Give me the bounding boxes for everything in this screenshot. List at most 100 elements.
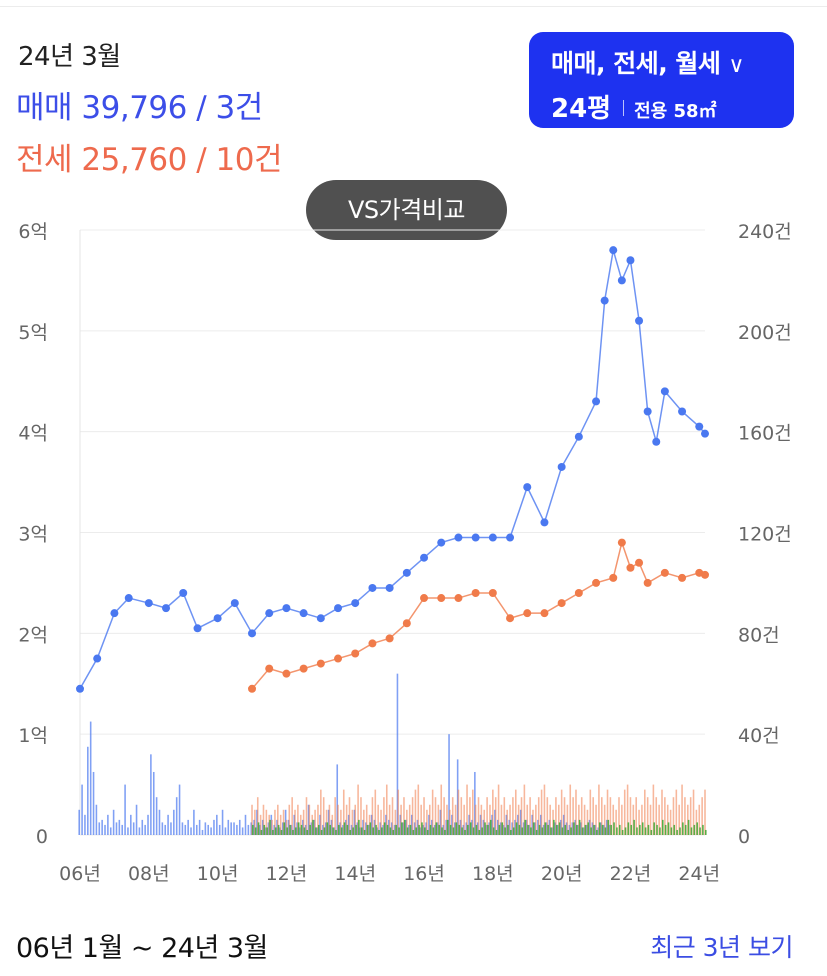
volume-bar (238, 819, 241, 835)
volume-bar (336, 764, 339, 835)
volume-bar (254, 827, 257, 835)
price-point (437, 594, 446, 603)
volume-bar (547, 824, 549, 835)
volume-bar (138, 827, 141, 835)
price-line (79, 249, 706, 690)
price-point (248, 684, 257, 693)
volume-bar (130, 814, 132, 835)
volume-bar (332, 827, 334, 835)
price-point (420, 594, 429, 603)
y-right-tick-label: 80건 (738, 624, 780, 646)
volume-bar (360, 827, 363, 835)
volume-bar (107, 814, 109, 835)
price-point (701, 570, 709, 579)
volume-bar (365, 804, 368, 835)
price-point (454, 533, 463, 542)
volume-bar (89, 721, 92, 835)
price-point (230, 599, 239, 608)
volume-bar (184, 824, 187, 835)
volume-bar (274, 809, 276, 835)
sale-summary: 매매 39,796 / 3건 (16, 90, 263, 126)
volume-bar (101, 819, 103, 835)
volume-bar (489, 819, 492, 835)
volume-bar (417, 784, 420, 835)
volume-bar (492, 827, 495, 835)
volume-bar (372, 827, 375, 835)
volume-bar (280, 829, 283, 835)
volume-bar (655, 797, 658, 835)
volume-bar (320, 829, 323, 835)
volume-bar (87, 746, 89, 835)
price-point (299, 664, 308, 673)
volume-bar (315, 827, 317, 835)
y-left-tick-label: 2억 (18, 624, 48, 646)
volume-bar (104, 824, 106, 835)
volume-bar (467, 824, 469, 835)
volume-bar (566, 804, 569, 835)
volume-bar (621, 829, 624, 835)
volume-bar (423, 797, 425, 835)
volume-bar (472, 827, 475, 835)
volume-bar (317, 824, 320, 835)
y-left-tick-label: 0 (36, 826, 48, 848)
volume-bar (259, 814, 262, 835)
volume-bar (580, 797, 583, 835)
volume-bar (613, 822, 615, 835)
volume-bar (227, 819, 230, 835)
x-tick-label: 14년 (334, 863, 376, 885)
volume-bar (233, 822, 235, 835)
volume-bar (529, 797, 531, 835)
volume-bar (705, 829, 707, 835)
volume-bar (440, 784, 443, 835)
volume-bar (343, 822, 346, 835)
volume-bar (127, 827, 129, 835)
price-point (420, 553, 429, 562)
volume-bar (309, 824, 311, 835)
volume-bar (118, 819, 121, 835)
trade-type-filter-button[interactable]: 매매, 전세, 월세 ∨ 24평 전용 58㎡ (529, 32, 794, 128)
recent-3-years-link[interactable]: 최근 3년 보기 (650, 933, 793, 962)
volume-bar (135, 804, 138, 835)
volume-bar (587, 822, 590, 835)
volume-bar (506, 809, 508, 835)
price-point (334, 604, 343, 613)
volume-bar (395, 824, 397, 835)
price-point (523, 483, 532, 492)
volume-bar (477, 797, 480, 835)
volume-bar (274, 827, 277, 835)
volume-bar (349, 829, 352, 835)
volume-bar (429, 824, 432, 835)
volume-bar (421, 822, 423, 835)
volume-bar (650, 829, 653, 835)
volume-bar (704, 789, 706, 835)
volume-bar (308, 804, 311, 835)
volume-bar (377, 804, 379, 835)
volume-bar (305, 797, 308, 835)
price-point (282, 604, 291, 613)
x-tick-label: 08년 (128, 863, 170, 885)
volume-bar (557, 804, 560, 835)
volume-bar (649, 804, 652, 835)
volume-bar (403, 819, 406, 835)
volume-bar (262, 804, 265, 835)
volume-bar (348, 797, 351, 835)
volume-bar (124, 784, 126, 835)
volume-bar (492, 789, 494, 835)
volume-bar (437, 804, 440, 835)
volume-bar (520, 797, 523, 835)
volume-bar (112, 809, 115, 835)
volume-bar (381, 827, 383, 835)
volume-bar (386, 824, 389, 835)
volume-bar (487, 824, 489, 835)
volume-bar (391, 797, 394, 835)
volume-bar (511, 822, 513, 835)
volume-bar (644, 827, 647, 835)
volume-bar (537, 797, 540, 835)
volume-bar (543, 784, 546, 835)
volume-bar (272, 829, 274, 835)
volume-bar (563, 797, 566, 835)
volume-bar (204, 822, 207, 835)
volume-bar (684, 824, 687, 835)
volume-bar (323, 827, 326, 835)
volume-bar (518, 824, 521, 835)
